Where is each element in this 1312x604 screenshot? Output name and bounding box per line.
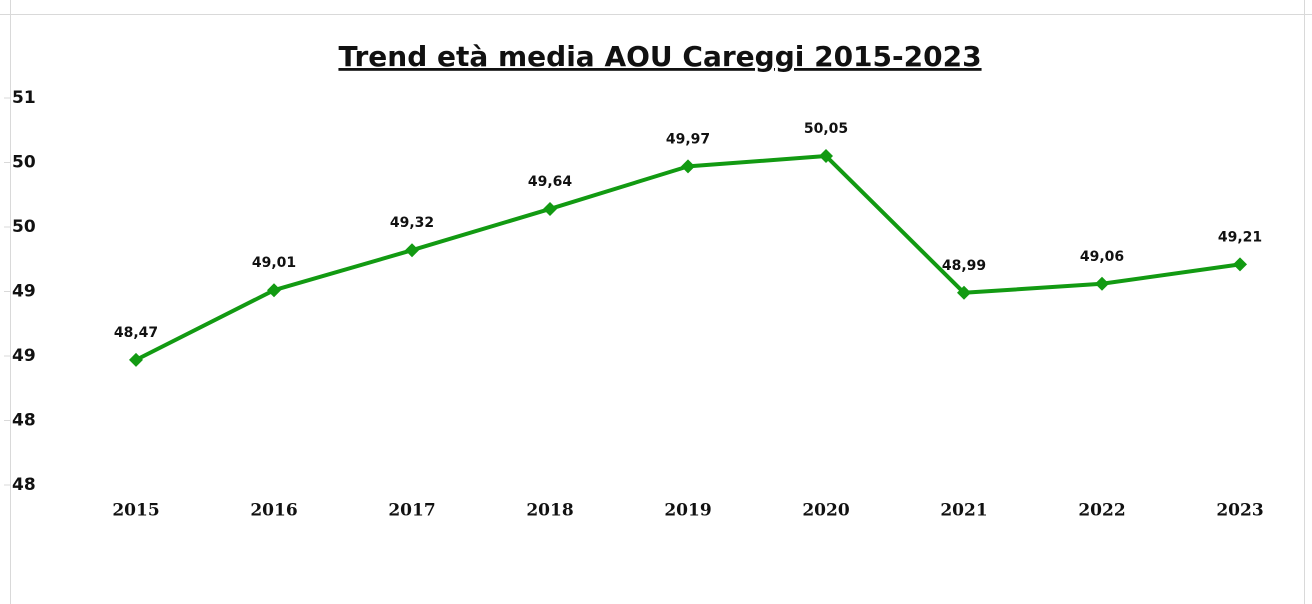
marker — [543, 201, 557, 216]
data-label: 49,32 — [390, 215, 434, 231]
x-tick-label: 2019 — [664, 501, 711, 521]
y-tick-label: 51 — [12, 88, 36, 108]
y-tick-label: 49 — [12, 346, 36, 366]
y-tick-label: 48 — [12, 411, 36, 431]
marker — [819, 149, 833, 164]
y-tick-label: 49 — [12, 282, 36, 302]
marker — [681, 159, 695, 174]
x-tick-label: 2016 — [250, 501, 297, 521]
data-label: 49,64 — [528, 174, 573, 190]
data-label: 49,97 — [666, 131, 710, 147]
x-tick-label: 2015 — [112, 501, 159, 521]
data-label: 48,99 — [942, 258, 986, 274]
marker — [129, 352, 143, 367]
y-tick-label: 50 — [12, 217, 36, 237]
marker — [405, 243, 419, 258]
marker — [267, 283, 281, 298]
x-tick-label: 2022 — [1078, 501, 1125, 521]
marker — [957, 285, 971, 300]
x-tick-label: 2020 — [802, 501, 849, 521]
x-tick-label: 2021 — [940, 501, 987, 521]
data-label: 48,47 — [114, 325, 158, 341]
data-label: 50,05 — [804, 121, 848, 137]
x-tick-label: 2018 — [526, 501, 573, 521]
chart-title: Trend età media AOU Careggi 2015-2023 — [338, 40, 981, 73]
marker — [1233, 257, 1247, 272]
y-tick-label: 50 — [12, 153, 36, 173]
data-label: 49,06 — [1080, 249, 1124, 265]
data-label: 49,01 — [252, 255, 296, 271]
x-tick-label: 2017 — [388, 501, 435, 521]
data-label: 49,21 — [1218, 229, 1262, 245]
marker — [1095, 276, 1109, 291]
y-tick-label: 48 — [12, 475, 36, 495]
x-tick-label: 2023 — [1216, 501, 1263, 521]
